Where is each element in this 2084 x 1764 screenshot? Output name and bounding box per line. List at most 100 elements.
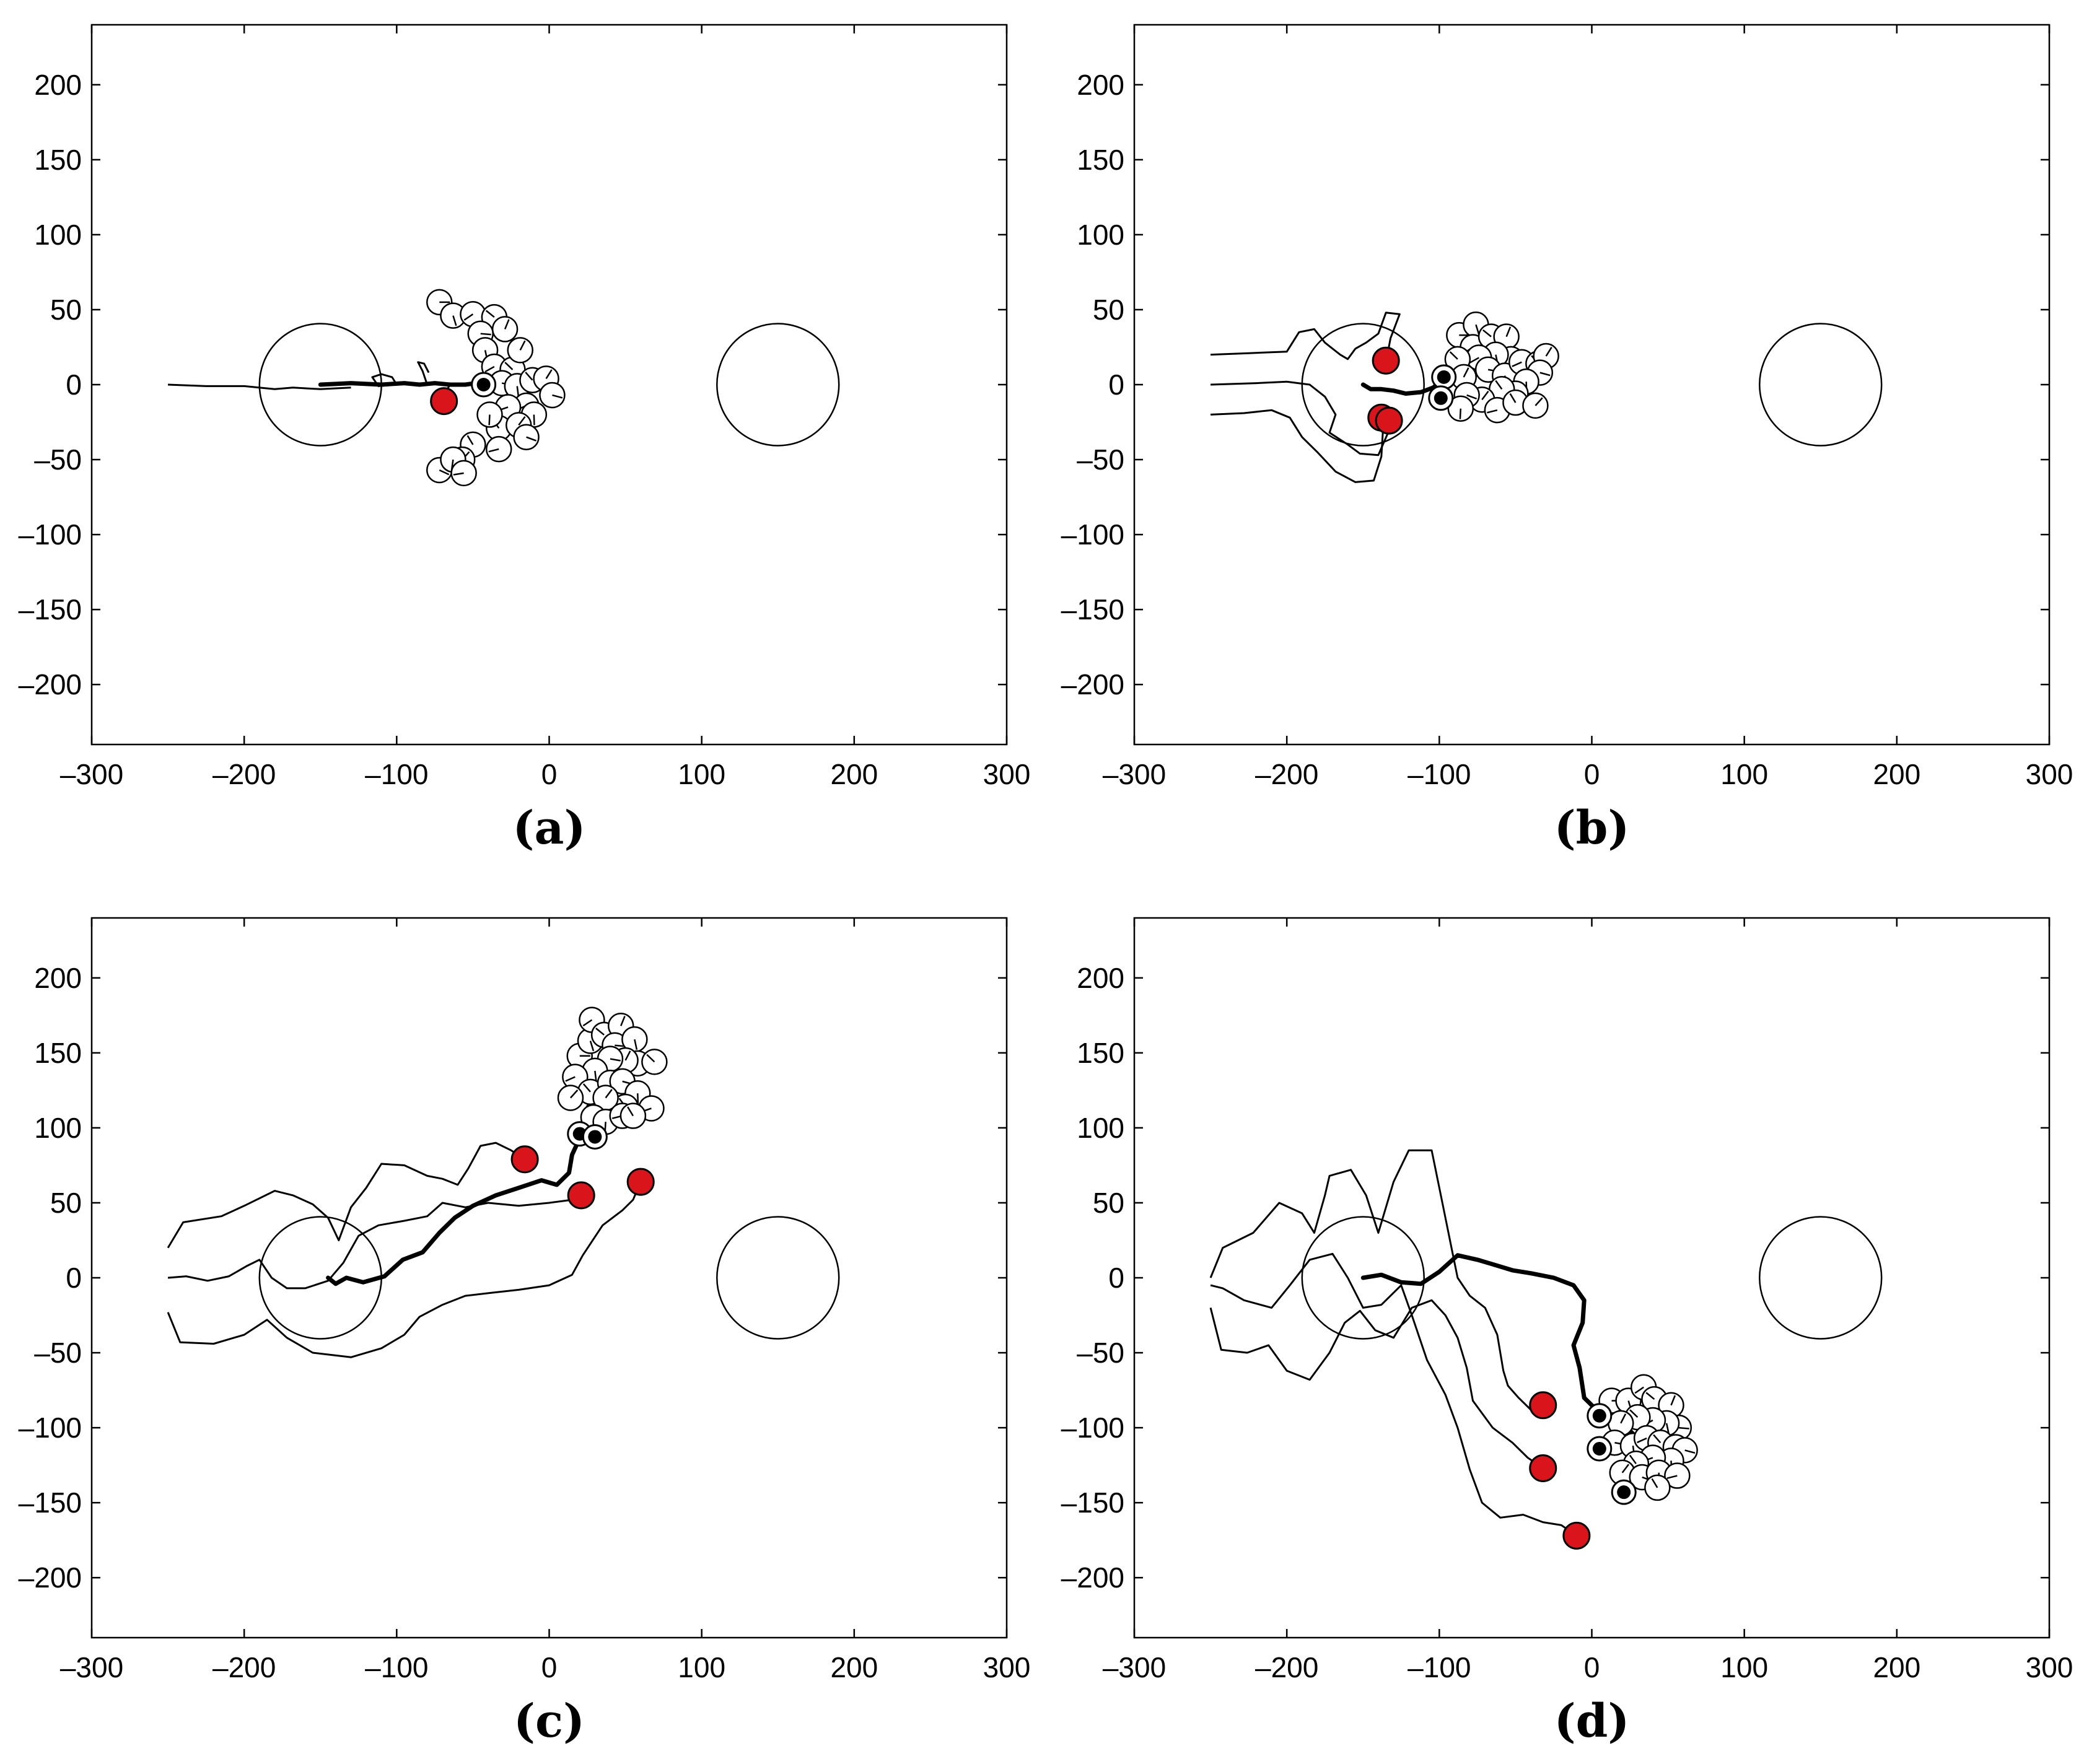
agent-heading xyxy=(1634,1386,1644,1394)
x-tick-label: –100 xyxy=(1408,758,1471,790)
agent-heading xyxy=(1620,1413,1627,1424)
agent-heading xyxy=(1466,394,1478,400)
agent-heading xyxy=(488,414,491,426)
thin-trajectory xyxy=(1210,1252,1577,1537)
thin-trajectory xyxy=(1209,1149,1544,1411)
agent-heading xyxy=(1495,380,1503,390)
plot-area-frame xyxy=(90,917,1008,1639)
y-tick-label: –100 xyxy=(1061,518,1124,551)
y-tick-label: 100 xyxy=(1077,1112,1124,1144)
zone-circle xyxy=(1759,323,1883,447)
agent-heading xyxy=(1666,1475,1678,1479)
x-tick-label: 100 xyxy=(678,1651,725,1683)
agent-heading xyxy=(605,1089,613,1099)
main-trajectory xyxy=(318,381,494,388)
x-tick-label: 200 xyxy=(830,758,878,790)
agent-heading xyxy=(552,394,563,399)
x-tick-label: –100 xyxy=(1408,1651,1471,1683)
y-tick-label: 200 xyxy=(1077,962,1124,994)
agent-heading xyxy=(466,435,474,445)
y-tick-label: 150 xyxy=(1077,1037,1124,1069)
agent-heading xyxy=(1665,1423,1670,1434)
agent-heading xyxy=(624,1050,631,1061)
agent-heading xyxy=(582,1019,593,1027)
y-tick-label: –150 xyxy=(19,1487,82,1519)
agent-heading xyxy=(646,1054,655,1063)
agent-heading xyxy=(452,315,457,326)
y-tick-label: –200 xyxy=(1061,1561,1124,1594)
y-tick-label: –200 xyxy=(19,668,82,701)
x-tick-label: 300 xyxy=(983,1651,1031,1683)
agent-heading xyxy=(1539,372,1551,377)
agent-heading xyxy=(463,313,474,321)
x-tick-label: 200 xyxy=(830,1651,878,1683)
y-tick-label: –200 xyxy=(19,1561,82,1594)
informed-agent-core xyxy=(1617,1485,1631,1500)
x-tick-label: –200 xyxy=(1255,758,1318,790)
panel-d: –300 –200 –100 0 100 200 300 –200 –150 –100 –50 0 50… xyxy=(1061,917,2073,1748)
panel-label: (d) xyxy=(1554,1695,1630,1748)
agent-heading xyxy=(525,372,533,381)
x-tick-label: 200 xyxy=(1873,1651,1920,1683)
thin-trajectory xyxy=(1211,409,1390,483)
agent-heading xyxy=(545,369,553,379)
y-tick-label: –50 xyxy=(1077,1337,1124,1369)
y-tick-label: 200 xyxy=(1077,69,1124,101)
agent-heading xyxy=(1475,324,1480,335)
red-agent-marker xyxy=(1529,1391,1557,1420)
agent-heading xyxy=(1629,1454,1637,1464)
y-tick-label: –100 xyxy=(1061,1412,1124,1444)
informed-agent-core xyxy=(1434,391,1448,405)
agent-heading xyxy=(1487,409,1498,414)
x-tick-label: 0 xyxy=(1584,758,1600,790)
y-tick-label: –50 xyxy=(34,1337,82,1369)
agent-heading xyxy=(453,472,464,476)
agent-heading xyxy=(589,1041,595,1052)
agent-heading xyxy=(485,310,495,318)
plot-area-frame xyxy=(1133,24,2051,746)
y-tick-label: 100 xyxy=(34,219,82,251)
agent-heading xyxy=(504,362,514,370)
panel-label: (c) xyxy=(514,1695,585,1748)
x-tick-label: 300 xyxy=(2026,1651,2073,1683)
agent-heading xyxy=(1512,361,1522,367)
x-tick-label: –200 xyxy=(212,1651,276,1683)
agent-heading xyxy=(1449,351,1458,360)
red-agent-marker xyxy=(430,387,458,416)
zone-circle xyxy=(1759,1216,1883,1340)
agent-heading xyxy=(1621,1464,1629,1474)
y-tick-label: 0 xyxy=(1108,1262,1124,1294)
thin-trajectory xyxy=(417,361,430,385)
zone-circle xyxy=(258,1216,382,1340)
panel-b: –300 –200 –100 0 100 200 300 –200 –150 –100 –50 0 50… xyxy=(1061,24,2073,855)
x-tick-label: 0 xyxy=(541,1651,558,1683)
agent-heading xyxy=(610,1058,621,1062)
agent-heading xyxy=(1629,1409,1639,1418)
y-tick-label: 50 xyxy=(50,1187,82,1219)
panel-label: (b) xyxy=(1554,801,1630,855)
agent-heading xyxy=(484,365,495,373)
agent-heading xyxy=(594,1070,597,1081)
y-tick-label: 150 xyxy=(34,1037,82,1069)
y-tick-label: 50 xyxy=(50,294,82,326)
agent-heading xyxy=(1653,1434,1662,1444)
zone-circle xyxy=(716,1216,840,1340)
y-tick-label: 0 xyxy=(66,369,82,401)
informed-agent-core xyxy=(1437,370,1451,384)
y-tick-label: –150 xyxy=(1061,1487,1124,1519)
agent-heading xyxy=(488,448,499,453)
y-tick-label: –200 xyxy=(1061,668,1124,701)
x-tick-label: 300 xyxy=(2026,758,2073,790)
agent-heading xyxy=(1684,1449,1696,1454)
agent-heading xyxy=(1651,1478,1658,1488)
zone-circle xyxy=(716,323,840,447)
thin-trajectory xyxy=(168,383,351,390)
x-tick-label: 100 xyxy=(1720,758,1768,790)
x-tick-label: –100 xyxy=(365,1651,428,1683)
y-tick-label: –100 xyxy=(19,1412,82,1444)
informed-agent-core xyxy=(588,1130,602,1144)
x-tick-label: –300 xyxy=(1103,1651,1166,1683)
x-tick-label: –100 xyxy=(365,758,428,790)
red-agent-marker xyxy=(567,1181,595,1210)
